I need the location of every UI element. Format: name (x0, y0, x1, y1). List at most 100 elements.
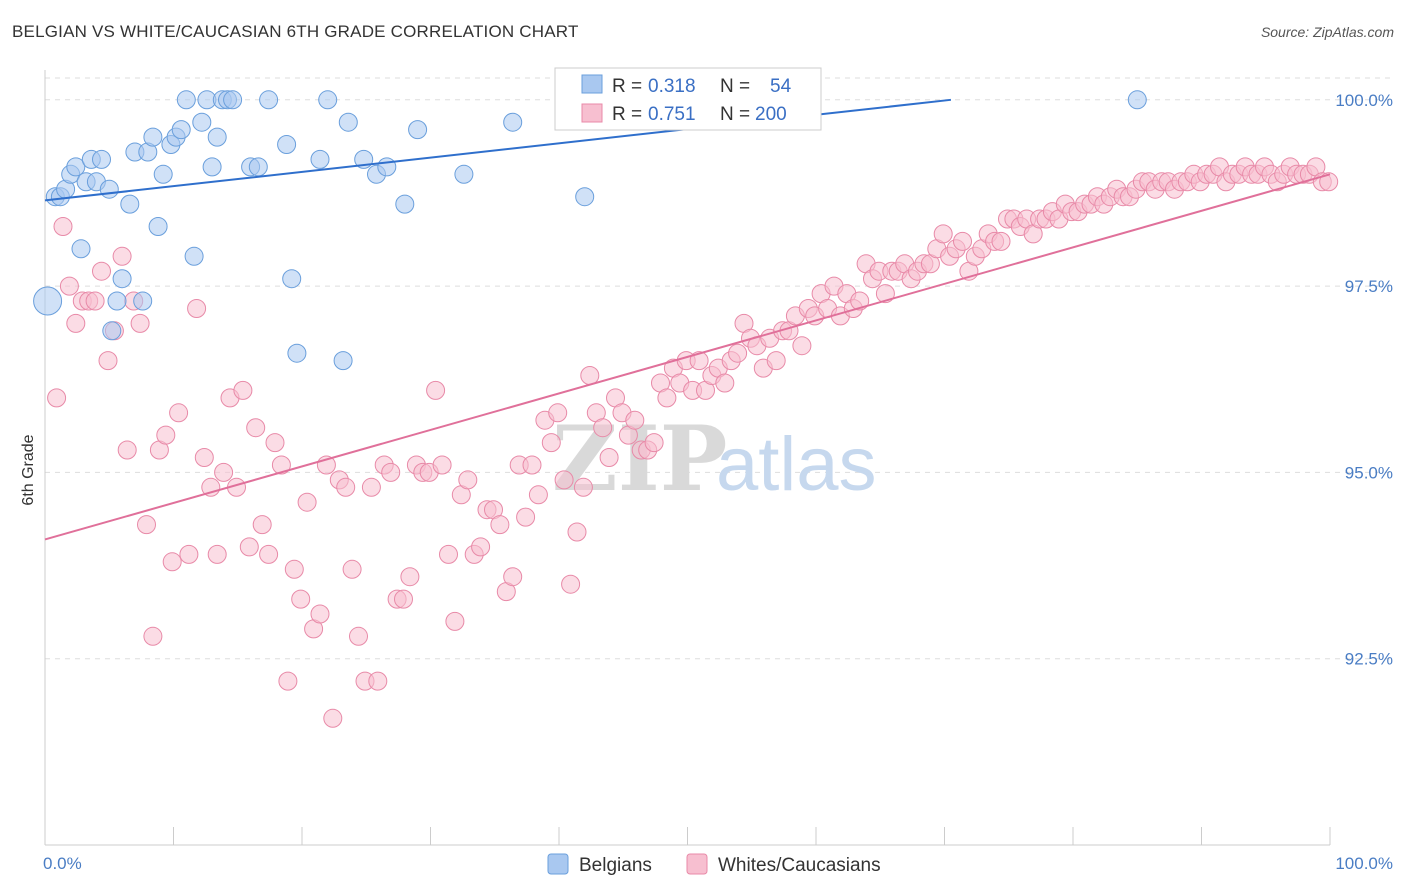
belgians-point-36 (277, 135, 297, 154)
whites-point-111 (766, 351, 786, 371)
whites-point-33 (265, 433, 285, 453)
belgians-point-46 (395, 194, 415, 214)
belgians-point-18 (143, 127, 163, 147)
whites-point-20 (179, 544, 199, 564)
stats-swatch-whites (581, 103, 603, 123)
whites-point-140 (953, 231, 972, 251)
whites-point-21 (187, 299, 207, 318)
whites-point-76 (541, 433, 561, 453)
whites-point-58 (426, 380, 446, 400)
whites-point-30 (246, 418, 266, 438)
whites-point-61 (445, 611, 465, 631)
stats-r-label-whites: R = (612, 104, 642, 125)
whites-point-14 (137, 515, 156, 535)
x-tick-labels: 0.0% 100.0% (43, 854, 1393, 873)
y-tick-label-2: 97.5% (1345, 277, 1393, 296)
belgians-point-41 (333, 351, 353, 371)
whites-point-70 (503, 567, 523, 587)
stats-box: R = 0.318 N = 54 R = 0.751 N = 200 (554, 67, 822, 131)
stats-r-value-belgians: 0.318 (648, 76, 696, 97)
stats-n-label-whites: N = (720, 104, 750, 125)
belgians-point-35 (259, 90, 279, 110)
whites-point-63 (458, 470, 478, 490)
belgians-point-50 (575, 187, 595, 207)
whites-point-85 (599, 448, 619, 467)
whites-point-92 (644, 433, 664, 453)
chart-title: BELGIAN VS WHITE/CAUCASIAN 6TH GRADE COR… (12, 22, 579, 41)
belgians-point-45 (377, 157, 397, 177)
whites-point-54 (400, 567, 420, 587)
whites-point-10 (112, 246, 132, 266)
stats-swatch-belgians (581, 74, 603, 94)
whites-point-103 (715, 373, 735, 393)
legend-swatch-whites (686, 853, 708, 875)
belgians-point-53 (1127, 90, 1147, 110)
whites-point-6 (85, 291, 105, 311)
belgians-point-19 (148, 217, 168, 236)
stats-r-value-whites: 0.751 (648, 104, 696, 125)
whites-point-59 (432, 455, 452, 475)
whites-point-24 (207, 544, 227, 564)
whites-point-45 (342, 559, 362, 579)
belgians-point-34 (248, 157, 268, 177)
whites-point-84 (593, 418, 613, 438)
belgians-point-49 (503, 112, 523, 132)
whites-point-34 (271, 455, 291, 475)
whites-point-197 (1319, 172, 1339, 192)
whites-point-49 (368, 671, 388, 691)
belgians-point-16 (133, 291, 153, 311)
whites-point-124 (850, 291, 870, 311)
belgians-point-39 (310, 149, 330, 169)
whites-point-128 (875, 284, 895, 304)
y-tick-label-3: 100.0% (1335, 91, 1393, 110)
stats-r-label-belgians: R = (612, 76, 642, 97)
belgians-point-0 (33, 286, 63, 316)
whites-point-31 (252, 515, 272, 535)
series-belgians-points (33, 90, 1147, 371)
belgians-point-23 (171, 120, 191, 140)
whites-point-115 (792, 336, 812, 356)
whites-point-74 (528, 485, 548, 505)
whites-point-15 (143, 626, 163, 646)
whites-point-53 (394, 589, 413, 609)
belgians-point-26 (192, 112, 212, 132)
source-label: Source: ZipAtlas.com (1260, 24, 1394, 40)
belgians-point-32 (223, 90, 243, 110)
whites-point-1 (53, 217, 73, 236)
x-tick-label-1: 100.0% (1335, 854, 1393, 873)
legend-label-whites: Whites/Caucasians (718, 855, 881, 876)
whites-point-94 (657, 388, 677, 408)
whites-point-89 (625, 410, 645, 430)
whites-point-36 (284, 559, 304, 579)
whites-point-0 (47, 388, 67, 408)
whites-point-73 (522, 455, 542, 475)
belgians-point-12 (107, 291, 127, 311)
whites-point-46 (349, 626, 368, 646)
whites-point-35 (278, 671, 298, 691)
legend-label-belgians: Belgians (579, 855, 652, 876)
whites-point-28 (233, 380, 253, 400)
whites-point-25 (214, 462, 234, 482)
stats-n-label-belgians: N = (720, 76, 750, 97)
whites-point-99 (689, 351, 709, 371)
whites-point-65 (471, 537, 491, 557)
whites-point-22 (194, 448, 214, 467)
legend: Belgians Whites/Caucasians (547, 853, 881, 876)
whites-point-2 (59, 276, 79, 296)
whites-point-72 (516, 507, 536, 527)
whites-point-11 (117, 440, 137, 460)
watermark-atlas: atlas (716, 422, 877, 507)
belgians-point-28 (202, 157, 222, 177)
whites-point-17 (156, 425, 176, 445)
belgians-point-38 (287, 343, 307, 363)
whites-point-37 (291, 589, 311, 609)
whites-point-78 (554, 470, 574, 490)
whites-point-51 (381, 462, 401, 482)
whites-point-13 (130, 313, 150, 333)
whites-point-68 (490, 515, 510, 535)
whites-point-8 (98, 351, 118, 371)
belgians-point-14 (120, 194, 140, 214)
belgians-point-48 (454, 164, 474, 184)
whites-point-80 (567, 522, 587, 542)
